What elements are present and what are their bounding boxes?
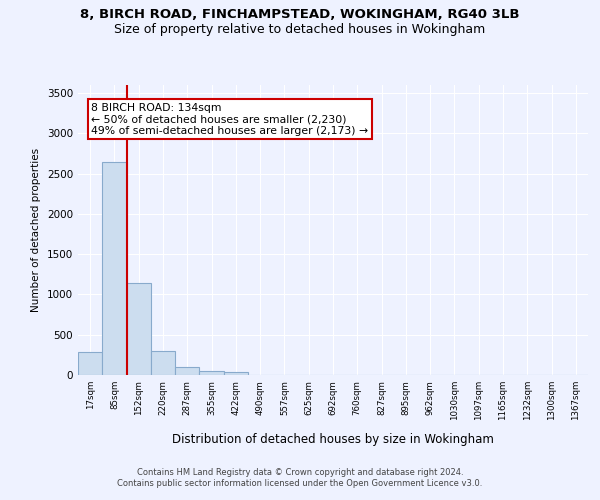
Bar: [175, 367, 199, 375]
Text: 8 BIRCH ROAD: 134sqm
← 50% of detached houses are smaller (2,230)
49% of semi-de: 8 BIRCH ROAD: 134sqm ← 50% of detached h…: [91, 102, 368, 136]
Bar: [199, 370, 224, 375]
Y-axis label: Number of detached properties: Number of detached properties: [31, 148, 41, 312]
Bar: [151, 351, 175, 375]
Text: Distribution of detached houses by size in Wokingham: Distribution of detached houses by size …: [172, 432, 494, 446]
Bar: [78, 352, 102, 375]
Text: Size of property relative to detached houses in Wokingham: Size of property relative to detached ho…: [115, 22, 485, 36]
Bar: [127, 283, 151, 375]
Bar: [102, 162, 127, 375]
Bar: [224, 372, 248, 375]
Text: 8, BIRCH ROAD, FINCHAMPSTEAD, WOKINGHAM, RG40 3LB: 8, BIRCH ROAD, FINCHAMPSTEAD, WOKINGHAM,…: [80, 8, 520, 20]
Text: Contains HM Land Registry data © Crown copyright and database right 2024.
Contai: Contains HM Land Registry data © Crown c…: [118, 468, 482, 487]
